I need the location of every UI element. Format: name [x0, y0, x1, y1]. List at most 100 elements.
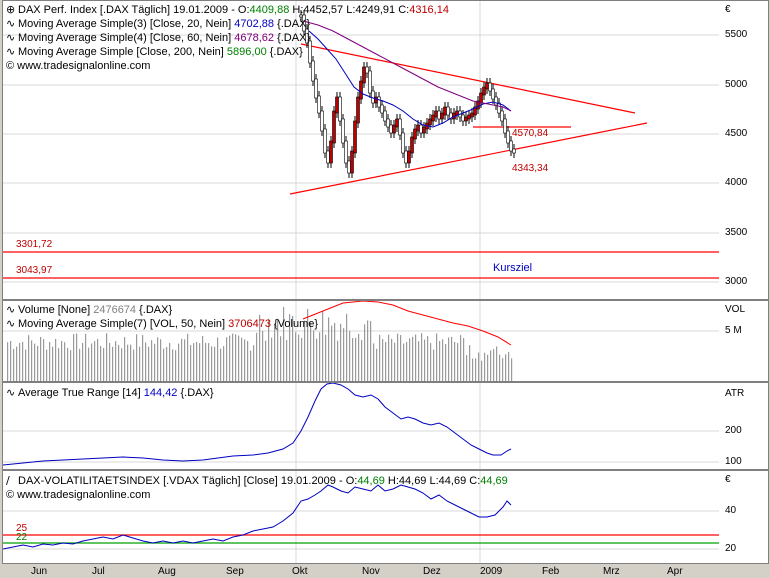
candle-body: [335, 96, 339, 114]
candle-body: [428, 118, 432, 126]
volume-plot[interactable]: [3, 301, 719, 381]
volume-bar: [391, 338, 393, 381]
volume-bar: [325, 334, 327, 381]
volume-bar: [148, 346, 150, 381]
price-tick: 5500: [725, 29, 748, 40]
volume-bar: [499, 354, 501, 381]
atr-legend: ∿ Average True Range [14] 144,42 {.DAX}: [6, 386, 214, 399]
vdax-axis[interactable]: € 40 20: [719, 470, 769, 564]
atr-axis[interactable]: ATR 200 100: [719, 382, 769, 470]
candle-body: [512, 148, 516, 154]
price-high: 4452,57: [303, 4, 344, 16]
level-label-3043: 3043,97: [16, 265, 53, 276]
volume-bar: [382, 339, 384, 381]
volume-bar: [487, 354, 489, 381]
volume-bar: [508, 351, 510, 381]
volume-bar: [322, 310, 324, 381]
volume-bar: [505, 354, 507, 381]
volume-bar: [157, 337, 159, 381]
volume-bar: [436, 333, 438, 381]
candle-body: [485, 82, 489, 90]
volume-bar: [292, 315, 294, 381]
atr-pane[interactable]: ∿ Average True Range [14] 144,42 {.DAX}: [2, 382, 720, 470]
candle-body: [308, 40, 312, 64]
candle-body: [326, 150, 330, 164]
volume-bar: [358, 333, 360, 381]
volume-pane[interactable]: ∿ Volume [None] 2476674 {.DAX} ∿ Moving Av…: [2, 300, 720, 382]
volume-bar: [430, 343, 432, 381]
volume-axis[interactable]: VOL 5 M: [719, 300, 769, 382]
volume-bar: [190, 345, 192, 381]
volume-bar: [433, 349, 435, 381]
volume-bar: [67, 347, 69, 381]
candle-body: [323, 128, 327, 154]
candle-body: [473, 106, 477, 116]
volume-bar: [313, 330, 315, 381]
candle-body: [329, 140, 333, 164]
candle-body: [389, 124, 393, 134]
vdax-level-label-22: 22: [16, 532, 28, 543]
volume-bar: [205, 342, 207, 381]
volume-bar: [367, 320, 369, 381]
volume-bar: [199, 343, 201, 381]
volume-bar: [442, 339, 444, 381]
line-indicator-icon: ∿: [6, 303, 16, 316]
volume-bar: [142, 335, 144, 381]
candle-body: [455, 110, 459, 116]
lower-trendline: [289, 122, 648, 195]
volume-bar: [361, 339, 363, 381]
volume-bar: [307, 308, 309, 381]
volume-bar: [94, 341, 96, 381]
volume-bar: [295, 332, 297, 381]
volume-bar: [61, 340, 63, 381]
price-chart-pane[interactable]: ⊕ DAX Perf. Index [.DAX Täglich] 19.01.20…: [2, 0, 720, 300]
candlestick-icon: ⊕: [6, 3, 16, 16]
atr-plot[interactable]: [3, 383, 719, 469]
candle-body: [374, 96, 378, 104]
volume-bar: [301, 337, 303, 381]
volume-bar: [229, 335, 231, 381]
volume-bar: [427, 336, 429, 381]
ma60-value: 4678,62: [234, 32, 275, 44]
volume-bar: [151, 340, 153, 381]
price-axis[interactable]: € 5500 5000 4500 4000 3500 3000: [719, 0, 769, 300]
vdax-pane[interactable]: ∕ DAX-VOLATILITAETSINDEX [.VDAX Täglich] …: [2, 470, 720, 564]
volume-bar: [265, 340, 267, 381]
candle-body: [398, 118, 402, 136]
volume-bar: [355, 337, 357, 381]
line-indicator-icon: ∿: [6, 31, 16, 44]
candle-body: [443, 106, 447, 116]
volume-bar: [115, 341, 117, 381]
volume-bar: [253, 345, 255, 381]
ma200-legend-row: ∿ Moving Average Simple [Close, 200, Nein…: [6, 45, 303, 58]
ma200-value: 5896,00: [226, 46, 267, 58]
volume-bar: [418, 341, 420, 381]
atr-line: [3, 383, 512, 466]
candle-body: [359, 80, 363, 100]
x-tick: Nov: [362, 566, 380, 577]
volume-bar: [250, 350, 252, 381]
volume-bar: [496, 346, 498, 381]
volume-bar: [334, 322, 336, 381]
candle-body: [383, 110, 387, 122]
volume-bar: [493, 349, 495, 381]
volume-bar: [97, 338, 99, 381]
price-tick: 3000: [725, 276, 748, 287]
price-plot[interactable]: [3, 1, 719, 299]
volume-bar: [298, 334, 300, 381]
volume-bar: [106, 333, 108, 381]
candle-body: [482, 86, 486, 96]
vdax-tick: 20: [725, 543, 737, 554]
price-legend: ⊕ DAX Perf. Index [.DAX Täglich] 19.01.20…: [6, 3, 449, 73]
vdax-tick: 40: [725, 505, 737, 516]
volume-bar: [133, 349, 135, 381]
volume-bar: [46, 349, 48, 381]
volume-bar: [145, 342, 147, 381]
volume-bar: [241, 337, 243, 381]
volume-bar: [49, 342, 51, 381]
volume-bar: [130, 344, 132, 381]
volume-bar: [19, 343, 21, 381]
vdax-plot[interactable]: [3, 471, 719, 563]
volume-bar: [79, 348, 81, 381]
volume-bar: [244, 339, 246, 381]
